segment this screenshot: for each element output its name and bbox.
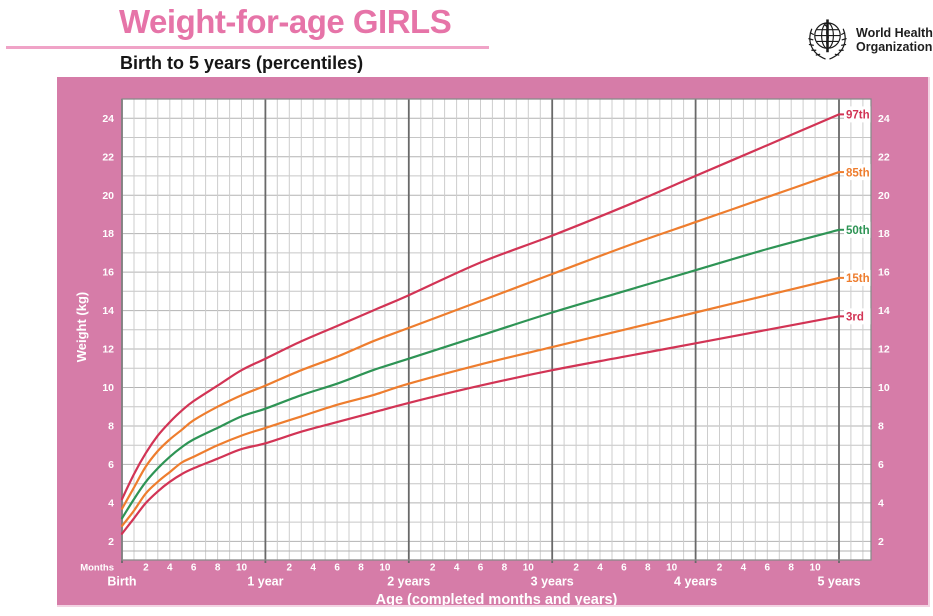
month-tick-18: 6 [334, 563, 340, 574]
y-tick-left-2: 2 [108, 536, 114, 548]
year-label-0: Birth [107, 575, 136, 589]
month-tick-28: 4 [454, 563, 460, 574]
y-tick-left-8: 8 [108, 421, 114, 433]
year-label-4: 4 years [674, 575, 717, 589]
y-tick-left-22: 22 [102, 151, 114, 163]
who-logo-text: World Health Organization [856, 26, 933, 54]
percentile-label-15th: 15th [846, 273, 870, 285]
year-label-3: 3 years [531, 575, 574, 589]
months-axis-label: Months [80, 563, 114, 574]
month-tick-10: 10 [236, 563, 248, 574]
y-tick-left-14: 14 [102, 305, 114, 317]
month-tick-4: 4 [167, 563, 173, 574]
month-tick-42: 6 [621, 563, 627, 574]
y-tick-left-20: 20 [102, 190, 114, 202]
month-tick-46: 10 [666, 563, 678, 574]
month-tick-26: 2 [430, 563, 436, 574]
y-tick-right-2: 2 [878, 536, 884, 548]
month-tick-14: 2 [287, 563, 293, 574]
y-tick-left-18: 18 [102, 228, 114, 240]
y-tick-right-18: 18 [878, 228, 890, 240]
month-tick-6: 6 [191, 563, 197, 574]
title-underline [6, 46, 489, 49]
month-tick-50: 2 [717, 563, 723, 574]
month-tick-38: 2 [573, 563, 579, 574]
y-tick-left-10: 10 [102, 382, 114, 394]
percentile-curves [120, 113, 841, 535]
percentile-labels: 97th 85th 50th 15th 3rd [839, 106, 871, 325]
y-tick-right-4: 4 [878, 498, 884, 510]
y-tick-left-24: 24 [102, 113, 114, 125]
year-label-5: 5 years [817, 575, 860, 589]
curve-3rd [120, 315, 841, 535]
who-logo: World Health Organization [804, 16, 933, 63]
percentile-label-50th: 50th [846, 225, 870, 237]
month-tick-44: 8 [645, 563, 651, 574]
month-tick-30: 6 [478, 563, 484, 574]
grid [121, 98, 872, 563]
month-tick-56: 8 [788, 563, 794, 574]
y-tick-right-10: 10 [878, 382, 890, 394]
y-tick-right-24: 24 [878, 113, 890, 125]
month-tick-52: 4 [741, 563, 747, 574]
who-logo-line2: Organization [856, 39, 933, 54]
who-logo-line1: World Health [856, 25, 933, 40]
percentile-label-85th: 85th [846, 167, 870, 179]
month-tick-2: 2 [143, 563, 149, 574]
percentile-label-97th: 97th [846, 110, 870, 122]
year-label-1: 1 year [247, 575, 283, 589]
month-tick-34: 10 [523, 563, 535, 574]
who-emblem-icon [808, 19, 847, 60]
y-axis-title: Weight (kg) [74, 292, 89, 363]
x-axis-title: Age (completed months and years) [376, 592, 618, 605]
curve-15th [120, 276, 841, 528]
y-tick-right-6: 6 [878, 459, 884, 471]
y-tick-right-20: 20 [878, 190, 890, 202]
month-tick-20: 8 [358, 563, 364, 574]
month-tick-8: 8 [215, 563, 221, 574]
month-tick-40: 4 [597, 563, 603, 574]
y-tick-left-16: 16 [102, 267, 114, 279]
y-tick-right-16: 16 [878, 267, 890, 279]
month-tick-32: 8 [502, 563, 508, 574]
month-tick-54: 6 [765, 563, 771, 574]
year-label-2: 2 years [387, 575, 430, 589]
curve-50th [120, 228, 841, 520]
curve-97th [120, 113, 841, 501]
y-tick-left-4: 4 [108, 498, 114, 510]
month-tick-22: 10 [379, 563, 391, 574]
y-tick-right-12: 12 [878, 344, 890, 356]
y-tick-right-14: 14 [878, 305, 890, 317]
y-tick-left-12: 12 [102, 344, 114, 356]
curve-85th [120, 171, 841, 510]
percentile-label-3rd: 3rd [846, 312, 864, 324]
page-title: Weight-for-age GIRLS [119, 3, 452, 40]
month-tick-58: 10 [810, 563, 822, 574]
y-tick-right-8: 8 [878, 421, 884, 433]
chart-subtitle: Birth to 5 years (percentiles) [120, 53, 364, 73]
month-tick-16: 4 [310, 563, 316, 574]
chart-panel: 97th 85th 50th 15th 3rd 2 2 4 4 6 6 8 8 10 10 12 12 14 14 1… [57, 77, 930, 607]
y-tick-left-6: 6 [108, 459, 114, 471]
y-tick-right-22: 22 [878, 151, 890, 163]
